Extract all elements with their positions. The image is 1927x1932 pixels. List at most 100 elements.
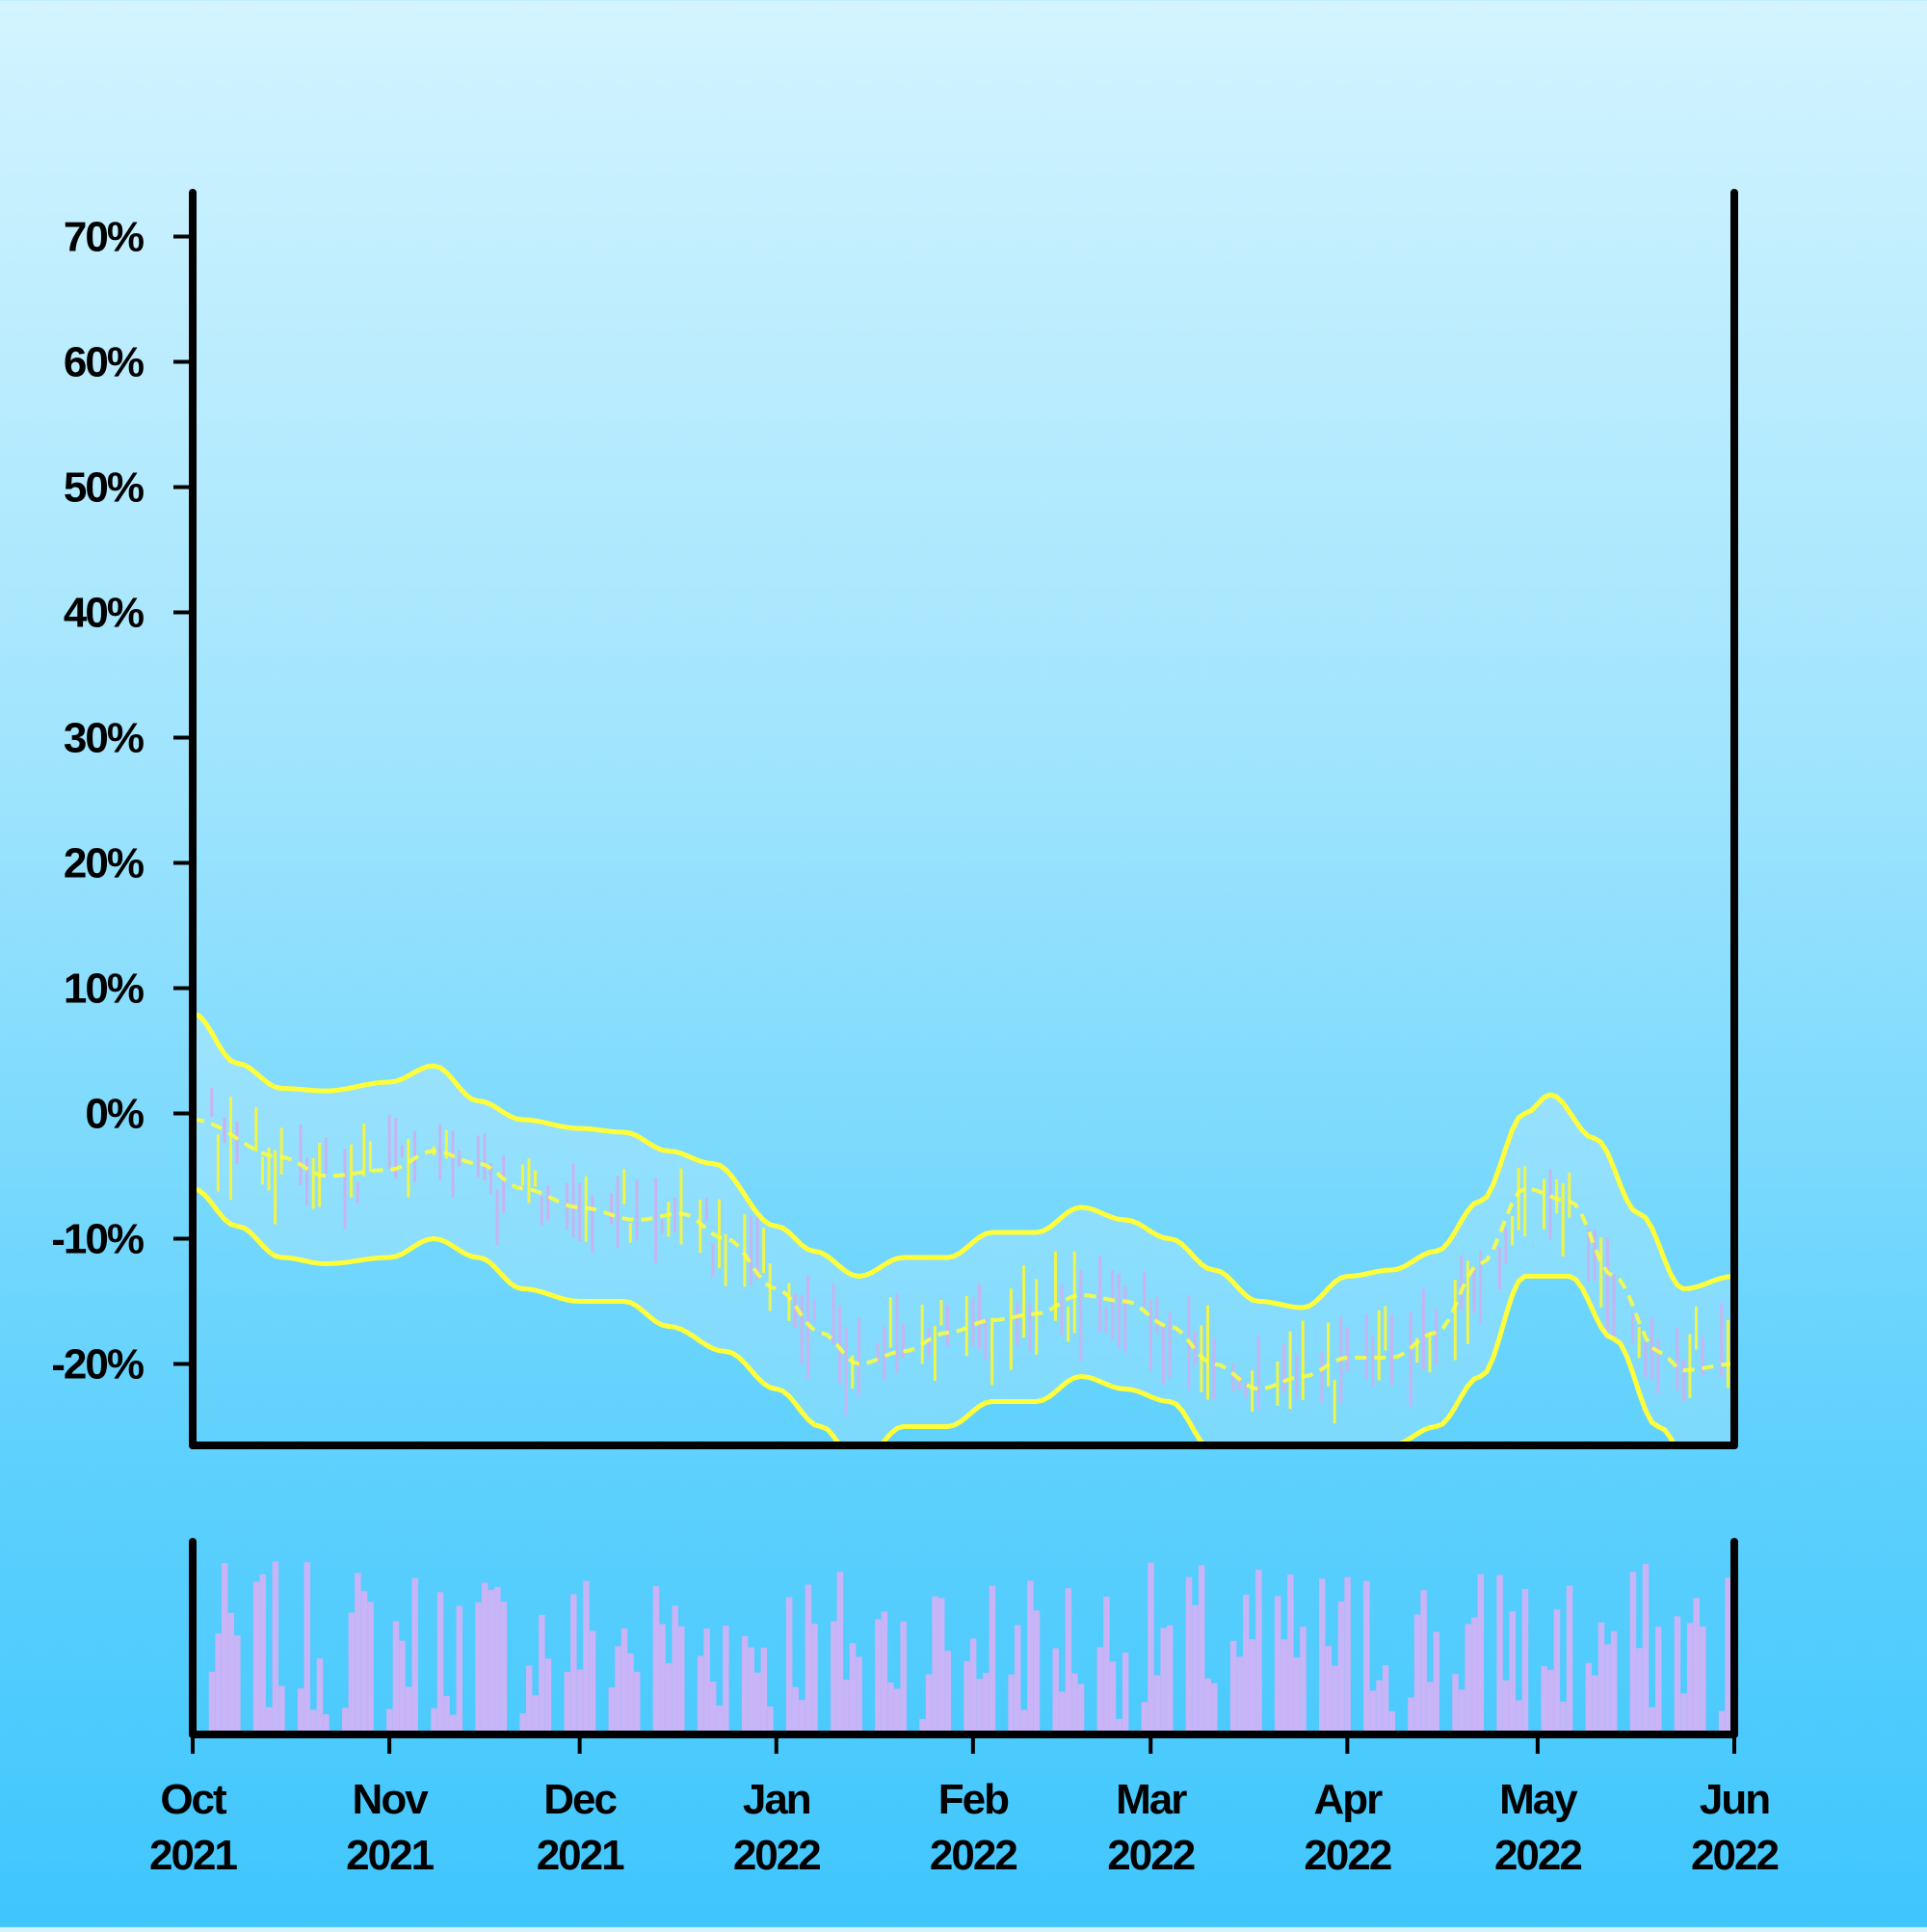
volume-bar xyxy=(449,1714,457,1734)
volume-bar xyxy=(266,1707,273,1734)
x-tick-label-year: 2022 xyxy=(930,1832,1016,1879)
volume-bar xyxy=(525,1665,533,1734)
volume-bar xyxy=(836,1572,844,1734)
bollinger-band-fill xyxy=(193,1013,1734,1445)
y-tick-label: 70% xyxy=(64,214,144,261)
volume-bar xyxy=(1059,1691,1066,1734)
volume-bar xyxy=(367,1601,374,1734)
volume-bar xyxy=(544,1658,552,1734)
volume-bar xyxy=(919,1718,926,1734)
volume-bar xyxy=(1249,1638,1256,1734)
volume-bar xyxy=(937,1598,945,1734)
volume-bar xyxy=(1388,1710,1395,1734)
volume-bar xyxy=(1274,1596,1281,1734)
volume-bar xyxy=(703,1628,710,1734)
x-tick-label-year: 2022 xyxy=(1494,1832,1581,1879)
volume-bar xyxy=(443,1695,450,1734)
volume-bar xyxy=(532,1695,540,1734)
volume-bar xyxy=(1071,1673,1078,1734)
volume-bar xyxy=(608,1687,616,1734)
y-tick-label: 40% xyxy=(64,590,144,637)
volume-bar xyxy=(1680,1693,1687,1734)
volume-bar xyxy=(1376,1680,1383,1734)
volume-bar xyxy=(1471,1617,1478,1734)
volume-bar xyxy=(1693,1598,1700,1734)
x-tick-label-year: 2022 xyxy=(733,1832,820,1879)
volume-bar xyxy=(976,1679,983,1734)
volume-bar xyxy=(767,1706,774,1734)
volume-bar xyxy=(405,1686,412,1734)
volume-bar xyxy=(659,1624,666,1734)
volume-bar xyxy=(583,1580,590,1734)
x-tick-label-year: 2021 xyxy=(346,1832,434,1879)
volume-bar xyxy=(1547,1669,1554,1734)
volume-bar xyxy=(1629,1572,1637,1734)
volume-bar xyxy=(1096,1647,1104,1734)
axes: -20% -10% 0% 10% 20% 30% 40% 50% 60% 70% Oct 2021 No… xyxy=(51,189,1780,1879)
volume-bar xyxy=(1153,1675,1161,1734)
volume-bar xyxy=(615,1646,621,1734)
volume-bar xyxy=(1116,1718,1122,1734)
volume-bar xyxy=(1185,1576,1193,1734)
volume-bar xyxy=(1065,1588,1072,1734)
y-tick-label: 20% xyxy=(64,840,144,887)
volume-bar xyxy=(1452,1674,1459,1734)
volume-bar xyxy=(589,1630,596,1734)
volume-bar xyxy=(1077,1683,1085,1734)
volume-bars xyxy=(190,1561,1731,1734)
volume-bar xyxy=(1122,1652,1129,1734)
x-tick-label-year: 2022 xyxy=(1107,1832,1194,1879)
volume-bar xyxy=(576,1669,584,1734)
volume-bar xyxy=(1477,1574,1485,1734)
middle-band-line xyxy=(193,1118,1734,1391)
volume-bar xyxy=(1033,1610,1041,1734)
volume-bar xyxy=(1420,1590,1427,1734)
y-tick-label: 30% xyxy=(64,715,144,762)
volume-bar xyxy=(748,1647,754,1734)
volume-bar xyxy=(481,1582,488,1734)
volume-bar xyxy=(1229,1640,1237,1734)
volume-bar xyxy=(278,1685,285,1734)
volume-bar xyxy=(1052,1648,1059,1734)
volume-bar xyxy=(1566,1585,1573,1734)
volume-bar xyxy=(1597,1622,1605,1734)
volume-bar xyxy=(488,1589,494,1734)
volume-bar xyxy=(1198,1565,1205,1734)
volume-bar xyxy=(665,1663,673,1734)
volume-bar xyxy=(1521,1588,1529,1734)
volume-bar xyxy=(627,1653,634,1734)
volume-bar xyxy=(564,1671,570,1734)
volume-bar xyxy=(1649,1707,1655,1734)
volume-bar xyxy=(1458,1689,1465,1734)
volume-bar xyxy=(1725,1577,1731,1734)
volume-bar xyxy=(849,1643,857,1734)
volume-bar xyxy=(348,1612,356,1734)
volume-bar xyxy=(500,1601,508,1734)
volume-bar xyxy=(964,1660,970,1734)
x-tick-label-year: 2022 xyxy=(1304,1832,1390,1879)
volume-bar xyxy=(1604,1644,1611,1734)
volume-bar xyxy=(983,1673,990,1734)
volume-bar xyxy=(1255,1570,1262,1734)
volume-bar xyxy=(1280,1639,1288,1734)
volume-bar xyxy=(360,1591,368,1734)
volume-bar xyxy=(1325,1646,1333,1734)
y-tick-label: 0% xyxy=(85,1091,143,1138)
volume-bar xyxy=(221,1563,228,1734)
volume-bar xyxy=(475,1601,482,1734)
volume-bar xyxy=(944,1651,952,1734)
volume-bar xyxy=(1236,1656,1243,1734)
volume-bar xyxy=(925,1674,933,1734)
volume-bar xyxy=(620,1628,628,1734)
volume-bar xyxy=(1654,1627,1662,1734)
y-tick-label: -20% xyxy=(51,1341,144,1389)
y-tick-label: 60% xyxy=(64,339,144,386)
x-tick-label-month: Jun xyxy=(1700,1776,1769,1823)
volume-bar xyxy=(1287,1574,1294,1734)
volume-bar xyxy=(1166,1625,1174,1734)
volume-bar xyxy=(1160,1628,1167,1734)
volume-bar xyxy=(677,1626,685,1734)
volume-bar xyxy=(234,1635,241,1734)
